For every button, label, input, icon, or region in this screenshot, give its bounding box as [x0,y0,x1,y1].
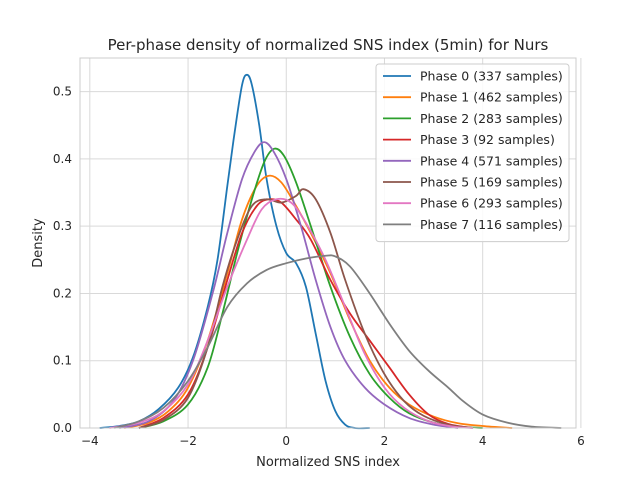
y-axis-label: Density [31,218,46,268]
y-tick-label: 0.1 [53,354,72,368]
legend-label: Phase 3 (92 samples) [420,132,555,147]
x-tick-label: 6 [577,434,585,448]
chart-title: Per-phase density of normalized SNS inde… [108,36,549,54]
x-tick-label: −2 [179,434,197,448]
y-tick-label: 0.3 [53,219,72,233]
y-tick-label: 0.4 [53,152,72,166]
series-line-phase-2 [138,147,483,429]
y-tick-label: 0.5 [53,85,72,99]
legend-box [375,63,570,243]
y-tick-label: 0.2 [53,286,72,300]
x-tick-label: −4 [81,434,99,448]
series-line-phase-4 [119,141,459,429]
legend: Phase 0 (337 samples) Phase 1 (462 sample… [375,63,570,243]
legend-label: Phase 0 (337 samples) [420,69,563,84]
legend-label: Phase 6 (293 samples) [420,196,563,211]
y-tick-labels: 0.0 0.1 0.2 0.3 0.4 0.5 [53,85,72,435]
legend-label: Phase 2 (283 samples) [420,111,563,126]
legend-label: Phase 4 (571 samples) [420,153,563,168]
series-line-phase-7 [114,254,562,429]
legend-label: Phase 1 (462 samples) [420,90,563,105]
x-tick-label: 2 [381,434,389,448]
legend-label: Phase 5 (169 samples) [420,175,563,190]
x-tick-labels: −4 −2 0 2 4 6 [81,434,585,448]
series-line-phase-5 [138,188,473,429]
x-axis-label: Normalized SNS index [256,455,400,470]
series-line-phase-0 [99,73,370,430]
series-line-phase-6 [109,197,473,429]
legend-label: Phase 7 (116 samples) [420,217,563,232]
y-tick-label: 0.0 [53,421,72,435]
x-tick-label: 0 [282,434,290,448]
plot-frame [79,57,577,429]
x-tick-label: 4 [479,434,487,448]
series-group [99,73,562,430]
